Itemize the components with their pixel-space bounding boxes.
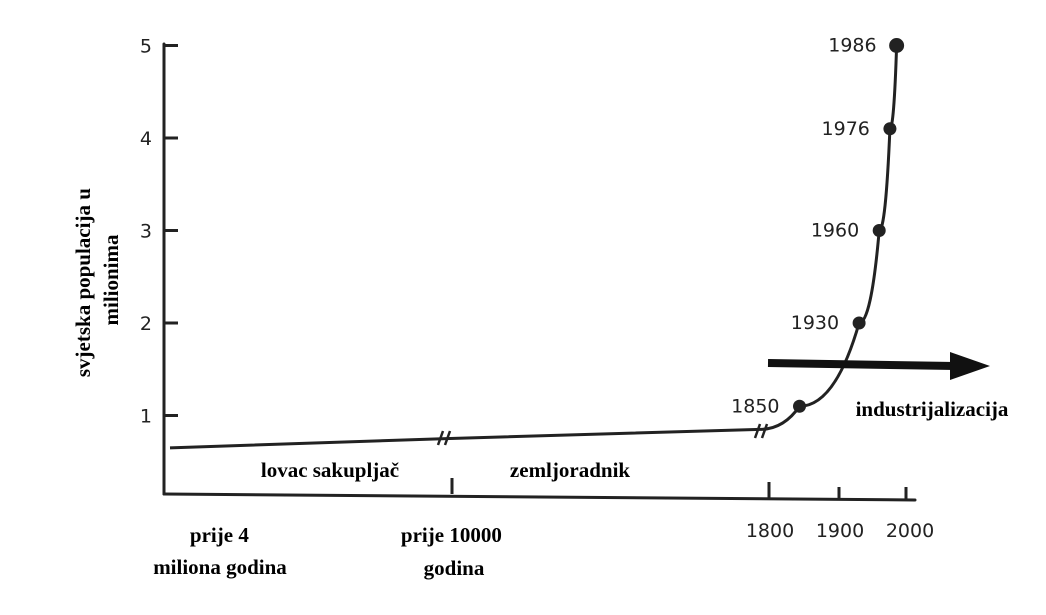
x-tick-marks — [450, 478, 908, 500]
arrow-shaft — [767, 359, 956, 370]
data-points: 1850 1930 1960 1976 1986 — [731, 35, 905, 417]
axis-break-marks — [436, 423, 769, 446]
x-label-2000: 2000 — [886, 520, 934, 542]
industrialization-arrow — [767, 352, 990, 380]
data-point-marker — [852, 316, 866, 330]
data-point-label: 1976 — [822, 118, 870, 140]
x-label-start-line-2: miliona godina — [153, 555, 287, 579]
arrow-head — [950, 352, 990, 380]
era-label-hunter: lovac sakupljač — [261, 458, 399, 482]
y-tick-label: 2 — [140, 313, 152, 335]
x-label-1800: 1800 — [746, 520, 794, 542]
y-tick-label: 1 — [140, 406, 152, 428]
y-axis-label: svjetska populacija u milionima — [71, 183, 123, 377]
data-point-label: 1930 — [791, 312, 839, 334]
x-label-mid: prije 10000 godina — [401, 523, 507, 580]
data-point-marker — [889, 38, 905, 53]
y-tick-label: 4 — [140, 128, 152, 150]
x-axis — [162, 492, 917, 502]
data-point-marker — [872, 224, 886, 237]
y-axis-label-line-2: milionima — [99, 234, 123, 326]
era-label-industrial: industrijalizacija — [856, 397, 1009, 421]
data-point-marker — [883, 122, 897, 136]
era-label-farmer: zemljoradnik — [510, 458, 630, 482]
y-ticks: 1 2 3 4 5 — [140, 36, 178, 428]
series-line — [169, 45, 899, 450]
y-axis-label-line-1: svjetska populacija u — [71, 188, 95, 377]
axes — [162, 42, 917, 502]
data-point-label: 1986 — [828, 35, 876, 57]
data-point-marker — [793, 399, 806, 413]
x-label-mid-line-1: prije 10000 — [401, 523, 502, 547]
x-label-start-line-1: prije 4 — [190, 523, 249, 547]
x-label-start: prije 4 miliona godina — [153, 523, 287, 579]
data-point-label: 1960 — [811, 220, 859, 242]
y-tick-label: 3 — [140, 221, 152, 243]
break-mark-right-a — [753, 423, 762, 439]
y-tick-label: 5 — [140, 36, 152, 58]
x-label-1900: 1900 — [816, 520, 864, 542]
break-mark-right-b — [760, 423, 769, 439]
data-point-label: 1850 — [731, 395, 779, 417]
x-label-mid-line-2: godina — [424, 556, 485, 580]
break-mark-left-a — [436, 430, 445, 446]
break-mark-left-b — [443, 430, 452, 446]
